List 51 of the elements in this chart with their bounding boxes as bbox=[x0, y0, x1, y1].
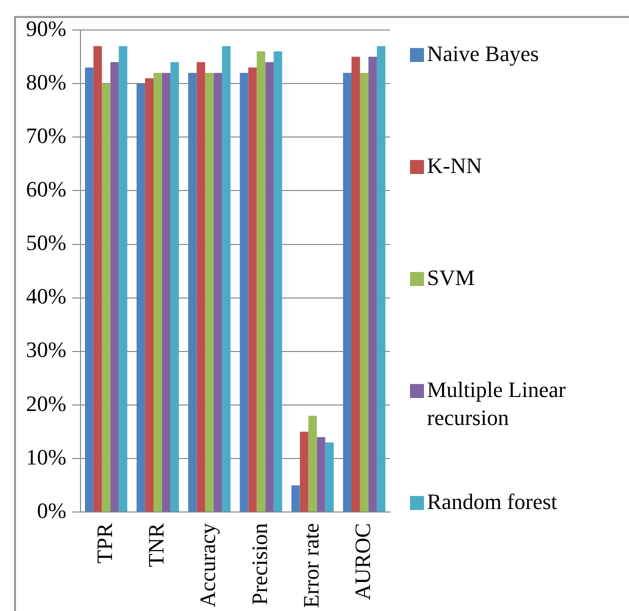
y-tick-label: 0% bbox=[37, 498, 66, 523]
bar bbox=[248, 68, 257, 512]
bar bbox=[376, 46, 386, 512]
bar bbox=[316, 437, 326, 512]
bar bbox=[145, 78, 154, 512]
bar bbox=[222, 46, 231, 512]
bar bbox=[205, 72, 214, 512]
bar bbox=[110, 62, 119, 512]
x-tick-label: TPR bbox=[92, 522, 117, 564]
bar bbox=[118, 46, 128, 512]
bar bbox=[274, 51, 282, 512]
legend-label: Naive Bayes bbox=[427, 40, 540, 68]
bar bbox=[136, 84, 146, 512]
bar bbox=[325, 442, 334, 512]
bar bbox=[170, 62, 179, 512]
legend-label: Multiple Linear recursion bbox=[427, 376, 567, 432]
y-tick-label: 90% bbox=[26, 16, 66, 41]
bar bbox=[256, 51, 266, 512]
x-tick-label: TNR bbox=[144, 522, 169, 568]
y-tick-label: 30% bbox=[26, 337, 66, 362]
legend-label: SVM bbox=[427, 264, 476, 292]
y-tick-label: 80% bbox=[26, 69, 66, 94]
x-tick-label: Accuracy bbox=[195, 523, 220, 608]
bar bbox=[291, 485, 300, 512]
bar bbox=[300, 432, 308, 512]
bar bbox=[196, 62, 206, 512]
x-tick-label: Precision bbox=[246, 523, 272, 606]
legend-label: Random forest bbox=[427, 488, 558, 516]
bar bbox=[93, 46, 102, 512]
bar bbox=[188, 72, 197, 512]
y-tick-label: 20% bbox=[26, 390, 66, 416]
x-tick-label: AUROC bbox=[350, 523, 375, 600]
bar bbox=[265, 62, 274, 512]
bar bbox=[102, 84, 110, 512]
y-tick-label: 40% bbox=[26, 284, 66, 309]
bar bbox=[214, 72, 222, 512]
bar bbox=[343, 72, 352, 512]
x-tick-label: Error rate bbox=[298, 523, 324, 608]
bar bbox=[368, 56, 377, 512]
bar bbox=[240, 72, 248, 512]
bar bbox=[154, 72, 162, 512]
y-tick-label: 60% bbox=[26, 176, 66, 202]
y-tick-label: 50% bbox=[26, 230, 66, 256]
y-tick-label: 70% bbox=[26, 122, 66, 148]
bar bbox=[360, 72, 368, 512]
y-tick-label: 10% bbox=[26, 444, 66, 470]
bar bbox=[308, 416, 317, 512]
bar bbox=[84, 68, 94, 512]
bar bbox=[162, 72, 170, 512]
bar bbox=[351, 56, 360, 512]
legend-label: K-NN bbox=[427, 152, 483, 180]
